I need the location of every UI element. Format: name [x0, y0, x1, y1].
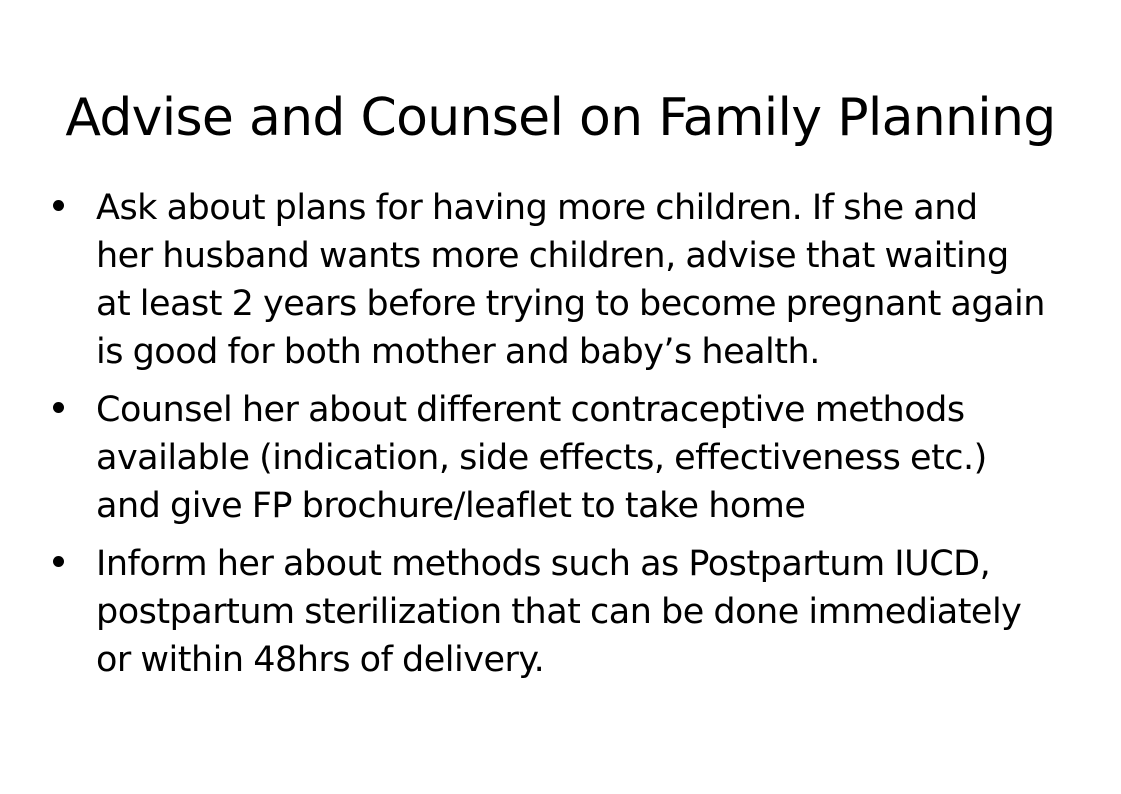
bullet-text-line: available (indication, side effects, eff…	[96, 438, 987, 478]
bullet-text-line: is good for both mother and baby’s healt…	[96, 332, 820, 372]
bullet-item-plans: Ask about plans for having more children…	[48, 184, 1088, 376]
bullet-list: Ask about plans for having more children…	[48, 184, 1088, 694]
bullet-text-line: her husband wants more children, advise …	[96, 236, 1009, 276]
bullet-icon	[53, 556, 64, 567]
bullet-text-line: postpartum sterilization that can be don…	[96, 592, 1022, 632]
bullet-text-line: Inform her about methods such as Postpar…	[96, 544, 991, 584]
bullet-text-line: or within 48hrs of delivery.	[96, 640, 545, 680]
bullet-icon	[53, 200, 64, 211]
bullet-text-line: Ask about plans for having more children…	[96, 188, 978, 228]
bullet-item-inform: Inform her about methods such as Postpar…	[48, 540, 1088, 684]
bullet-text-line: Counsel her about different contraceptiv…	[96, 390, 965, 430]
bullet-text-line: at least 2 years before trying to become…	[96, 284, 1045, 324]
slide-title: Advise and Counsel on Family Planning	[65, 87, 1056, 148]
bullet-item-counsel: Counsel her about different contraceptiv…	[48, 386, 1088, 530]
bullet-text-line: and give FP brochure/leaflet to take hom…	[96, 486, 806, 526]
bullet-icon	[53, 402, 64, 413]
